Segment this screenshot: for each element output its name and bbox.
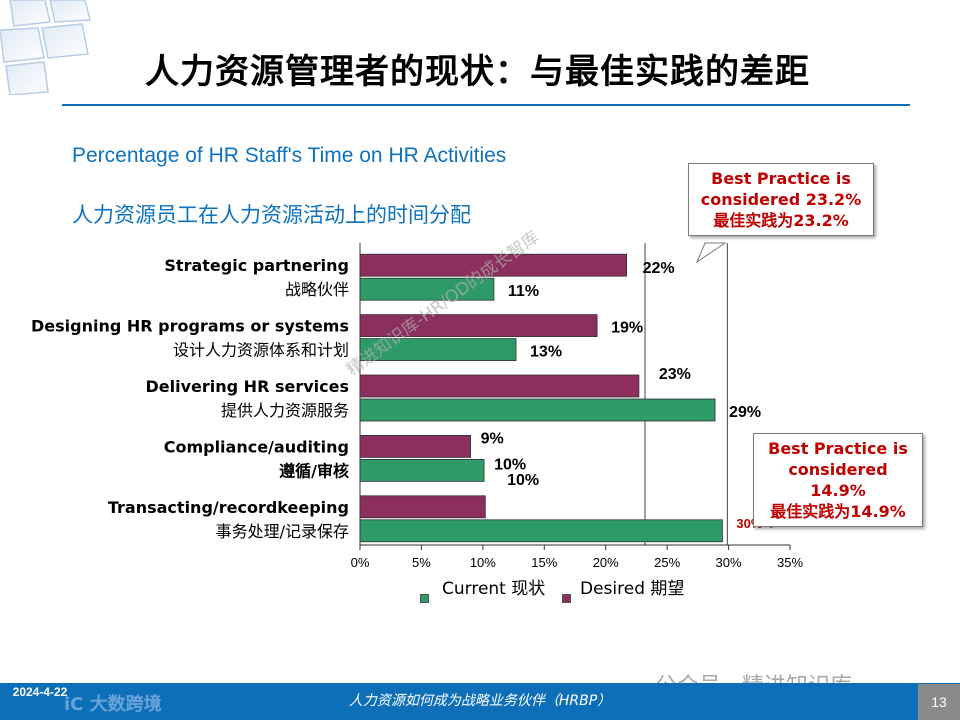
data-label-desired: 9%	[481, 430, 504, 447]
data-label-current: 10%	[494, 456, 526, 473]
category-label-cn: 战略伙伴	[285, 280, 349, 299]
footer-title: 人力资源如何成为战略业务伙伴（HRBP）	[348, 693, 612, 709]
category-label-cn: 事务处理/记录保存	[216, 522, 349, 541]
callout-pointer	[695, 242, 727, 264]
x-tick-label: 0%	[351, 555, 370, 570]
bar-current	[359, 338, 517, 362]
category-label-cn: 遵循/审核	[279, 461, 349, 480]
legend-label-desired: Desired 期望	[580, 579, 685, 599]
bar-desired	[359, 434, 471, 458]
category-label-en: Delivering HR services	[146, 377, 350, 396]
data-label-desired: 19%	[611, 320, 643, 337]
bar-desired	[359, 314, 598, 338]
footer-bar	[0, 683, 960, 720]
x-tick-label: 10%	[470, 555, 496, 570]
bar-desired	[359, 374, 640, 398]
best-practice-callout-transacting: Best Practice is considered 14.9% 最佳实践为1…	[753, 433, 923, 527]
data-label-extra: 10%	[507, 472, 539, 489]
x-tick-label: 5%	[412, 555, 431, 570]
callout-line: Best Practice is	[711, 169, 851, 188]
data-label-current: 13%	[530, 344, 562, 361]
data-label-current: 29%	[729, 404, 761, 421]
category-label-cn: 提供人力资源服务	[221, 401, 349, 420]
best-practice-callout-strategic: Best Practice is considered 23.2% 最佳实践为2…	[688, 163, 874, 236]
footer-date: 2024-4-22	[12, 685, 68, 699]
category-label-en: Compliance/auditing	[164, 437, 349, 456]
footer-logo: iC 大数跨境	[64, 694, 162, 715]
bar-current	[359, 398, 716, 422]
legend-label-current: Current 现状	[442, 579, 546, 599]
data-label-desired: 23%	[659, 366, 691, 383]
callout-line: 最佳实践为23.2%	[713, 211, 849, 230]
callout-line: considered 14.9%	[788, 460, 888, 500]
chart-legend: Current 现状 Desired 期望	[418, 574, 738, 608]
callout-line: Best Practice is	[768, 439, 908, 458]
category-label-en: Transacting/recordkeeping	[108, 498, 349, 517]
chart-subtitle-en: Percentage of HR Staff's Time on HR Acti…	[72, 144, 507, 167]
legend-swatch-current	[420, 594, 429, 603]
x-tick-label: 25%	[654, 555, 680, 570]
page-number: 13	[918, 684, 960, 720]
x-tick-label: 20%	[593, 555, 619, 570]
bar-desired	[359, 495, 486, 519]
title-divider	[62, 104, 910, 106]
category-label-cn: 设计人力资源体系和计划	[173, 341, 349, 360]
bar-current	[359, 277, 495, 301]
legend-swatch-desired	[562, 594, 571, 603]
x-tick-label: 35%	[777, 555, 803, 570]
callout-line: considered 23.2%	[700, 190, 862, 209]
data-label-current: 11%	[508, 283, 539, 300]
data-label-desired: 22%	[643, 260, 675, 277]
chart-subtitle-cn: 人力资源员工在人力资源活动上的时间分配	[72, 203, 471, 227]
callout-line: 最佳实践为14.9%	[770, 502, 906, 521]
slide-title: 人力资源管理者的现状：与最佳实践的差距	[145, 52, 810, 92]
cube-decoration	[0, 0, 91, 95]
category-label-en: Strategic partnering	[164, 256, 349, 275]
x-tick-label: 15%	[531, 555, 557, 570]
x-tick-label: 30%	[716, 555, 742, 570]
bar-current	[359, 458, 485, 482]
category-label-en: Designing HR programs or systems	[31, 317, 349, 336]
bar-current	[359, 519, 723, 543]
bar-desired	[359, 253, 628, 277]
